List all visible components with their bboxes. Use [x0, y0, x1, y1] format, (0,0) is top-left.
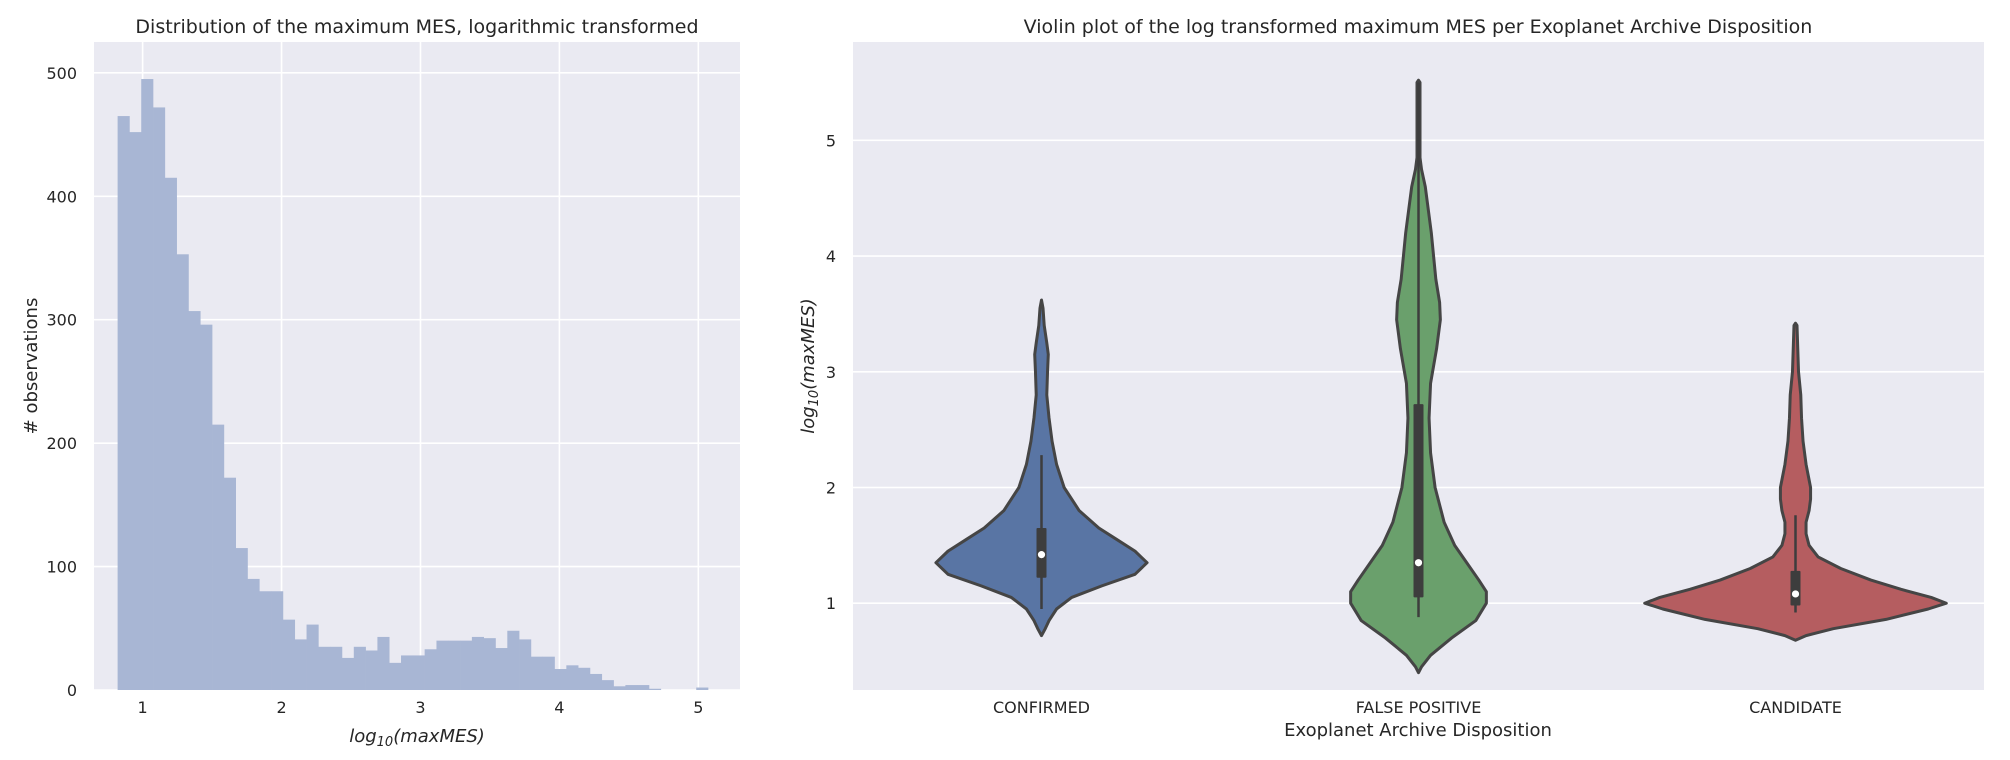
violin-y-label: log10(maxMES) — [798, 298, 822, 434]
histogram-bar — [353, 646, 366, 690]
histogram-bar — [247, 578, 260, 690]
histogram-bar — [507, 630, 520, 690]
histogram-bar — [401, 655, 414, 690]
histogram-bar — [566, 665, 579, 690]
histogram-bar — [271, 591, 284, 690]
histogram-bar — [601, 680, 614, 690]
violin-bodies — [934, 78, 1948, 675]
violin-y-tick-label: 3 — [826, 363, 836, 382]
histogram-bar — [365, 650, 378, 690]
histogram-x-tick-label: 4 — [554, 698, 564, 717]
histogram-y-tick-label: 0 — [67, 681, 77, 700]
violin-x-tick-label: CANDIDATE — [1749, 698, 1842, 717]
histogram-title: Distribution of the maximum MES, logarit… — [135, 16, 698, 38]
histogram-bar — [188, 311, 201, 690]
histogram-bar — [696, 687, 709, 690]
histogram-bar — [129, 132, 142, 691]
histogram-bar — [341, 657, 355, 690]
violin-median-dot — [1037, 551, 1046, 559]
histogram-bar — [637, 685, 650, 690]
histogram-y-label: # observations — [21, 298, 42, 435]
histogram-x-tick-label: 3 — [415, 698, 425, 717]
histogram-bar — [471, 636, 484, 690]
histogram-bar — [117, 116, 130, 691]
violin-title: Violin plot of the log transformed maxim… — [1024, 16, 1813, 38]
violin-y-tick-label: 2 — [826, 479, 836, 498]
histogram-y-tick-label: 200 — [46, 434, 77, 453]
histogram-bar — [495, 648, 508, 690]
histogram-bar — [282, 619, 296, 690]
histogram-bar — [377, 636, 390, 690]
histogram-bar — [530, 656, 544, 690]
histogram-bar — [212, 424, 225, 690]
histogram-panel: 1 2 3 4 5 0 100 200 300 400 500 Distribution of t… — [21, 16, 740, 750]
violin-x-tick-label: FALSE POSITIVE — [1356, 698, 1482, 717]
violin-y-tick-label: 4 — [826, 247, 836, 266]
histogram-bar — [460, 640, 473, 690]
histogram-bar — [519, 639, 532, 690]
histogram-bar — [235, 548, 248, 690]
histogram-bar — [141, 79, 154, 691]
histogram-bar — [542, 656, 555, 690]
histogram-bars — [117, 79, 709, 691]
histogram-y-tick-label: 500 — [46, 64, 77, 83]
histogram-bar — [318, 646, 331, 690]
violin-y-tick-label: 1 — [826, 594, 836, 613]
histogram-bar — [176, 254, 189, 690]
histogram-bar — [613, 686, 626, 690]
histogram-bar — [589, 673, 603, 690]
histogram-bar — [153, 107, 166, 691]
histogram-bar — [259, 591, 272, 690]
violin-y-ticks: 1 2 3 4 5 — [826, 131, 836, 613]
histogram-y-tick-label: 300 — [46, 311, 77, 330]
histogram-bar — [306, 624, 319, 690]
violin-x-tick-label: CONFIRMED — [993, 698, 1090, 717]
violin-body — [1643, 321, 1948, 642]
histogram-bar — [294, 639, 307, 690]
histogram-x-tick-label: 5 — [693, 698, 703, 717]
violin-y-tick-label: 5 — [826, 131, 836, 150]
histogram-bar — [164, 177, 177, 690]
violin-median-dot — [1791, 590, 1800, 598]
histogram-bar — [649, 688, 662, 690]
histogram-y-ticks: 0 100 200 300 400 500 — [46, 64, 77, 700]
violin-x-ticks: CONFIRMED FALSE POSITIVE CANDIDATE — [993, 698, 1842, 717]
violin-x-label: Exoplanet Archive Disposition — [1284, 720, 1552, 741]
histogram-bar — [625, 685, 638, 690]
histogram-x-ticks: 1 2 3 4 5 — [138, 698, 704, 717]
histogram-bar — [448, 640, 461, 690]
histogram-bar — [330, 646, 343, 690]
violin-panel: CONFIRMED FALSE POSITIVE CANDIDATE 1 2 3 4 5 V… — [798, 16, 1984, 741]
violin-median-dot — [1414, 559, 1423, 567]
histogram-x-tick-label: 2 — [276, 698, 286, 717]
histogram-bar — [424, 649, 437, 690]
histogram-bar — [483, 638, 496, 690]
violin-iqr-box — [1413, 404, 1424, 598]
histogram-x-label: log10(maxMES) — [349, 726, 485, 750]
histogram-y-tick-label: 400 — [46, 187, 77, 206]
histogram-bar — [554, 669, 567, 690]
histogram-y-tick-label: 100 — [46, 558, 77, 577]
violin-iqr-box — [1790, 570, 1801, 606]
histogram-bar — [436, 640, 449, 690]
histogram-bar — [578, 667, 591, 690]
histogram-bar — [412, 655, 425, 690]
histogram-bar — [200, 324, 213, 690]
histogram-x-tick-label: 1 — [138, 698, 148, 717]
histogram-bar — [223, 477, 237, 690]
histogram-bar — [389, 662, 402, 690]
